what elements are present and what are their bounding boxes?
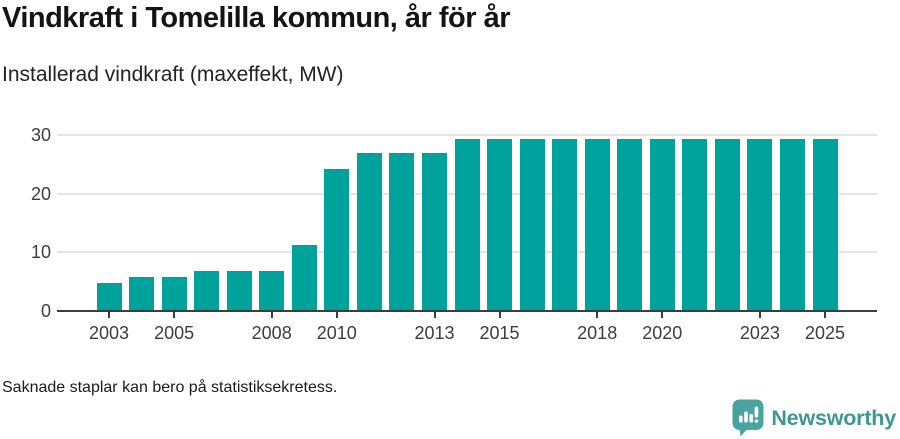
x-tick-2003 (108, 312, 110, 318)
x-axis-line (57, 310, 877, 312)
x-tick-2005 (173, 312, 176, 318)
footnote: Saknade staplar kan bero på statistiksek… (2, 379, 338, 396)
bar-2010 (324, 169, 350, 310)
x-axis-label-2005: 2005 (154, 323, 195, 343)
bar-2016 (519, 138, 545, 310)
bar-2011 (356, 153, 382, 310)
bar-2023 (747, 138, 773, 310)
x-axis-label-2010: 2010 (316, 323, 357, 343)
x-axis-label-2008: 2008 (251, 323, 292, 343)
bar-2021 (682, 138, 708, 310)
bar-2018 (584, 138, 610, 310)
x-tick-2008 (270, 312, 273, 318)
x-axis-label-2020: 2020 (642, 323, 683, 343)
y-gridline-30 (57, 134, 877, 136)
bar-2006 (194, 271, 220, 310)
x-axis-label-2025: 2025 (804, 323, 846, 343)
bar-2012 (389, 153, 415, 310)
y-axis-label-30: 30 (30, 125, 51, 145)
bar-2024 (780, 138, 805, 310)
x-tick-2013 (433, 312, 436, 318)
x-axis-label-2018: 2018 (577, 323, 618, 343)
bar-2007 (226, 271, 252, 310)
y-axis-label-20: 20 (30, 183, 51, 204)
y-axis-label-0: 0 (40, 301, 51, 321)
bar-2004 (129, 276, 154, 310)
newsworthy-bubble-icon (732, 399, 764, 437)
x-axis-label-2015: 2015 (479, 323, 520, 343)
chart-subtitle: Installerad vindkraft (maxeffekt, MW) (2, 63, 344, 86)
bar-2020 (649, 138, 675, 310)
y-axis-label-10: 10 (30, 242, 51, 263)
bar-2025 (812, 138, 838, 310)
x-tick-2023 (758, 312, 761, 318)
newsworthy-logo-link[interactable]: Newsworthy (732, 398, 896, 438)
bar-2014 (454, 138, 480, 310)
x-tick-2025 (824, 312, 826, 318)
x-tick-2010 (335, 312, 338, 318)
bar-2003 (96, 283, 122, 310)
bar-2017 (552, 138, 578, 310)
x-axis-label-2013: 2013 (414, 323, 455, 343)
bar-2009 (291, 244, 317, 310)
x-axis-label-2023: 2023 (739, 323, 780, 343)
chart-title: Vindkraft i Tomelilla kommun, år för år (2, 2, 511, 34)
x-axis-label-2003: 2003 (88, 323, 130, 343)
bar-2015 (487, 138, 512, 310)
bar-2013 (422, 153, 447, 310)
bar-2022 (714, 138, 740, 310)
bar-2019 (617, 138, 643, 310)
x-tick-2020 (661, 312, 664, 318)
x-tick-2018 (596, 312, 599, 318)
newsworthy-wordmark: Newsworthy (771, 405, 896, 430)
bar-2005 (161, 276, 187, 310)
bar-2008 (259, 271, 285, 310)
x-tick-2015 (498, 312, 501, 318)
